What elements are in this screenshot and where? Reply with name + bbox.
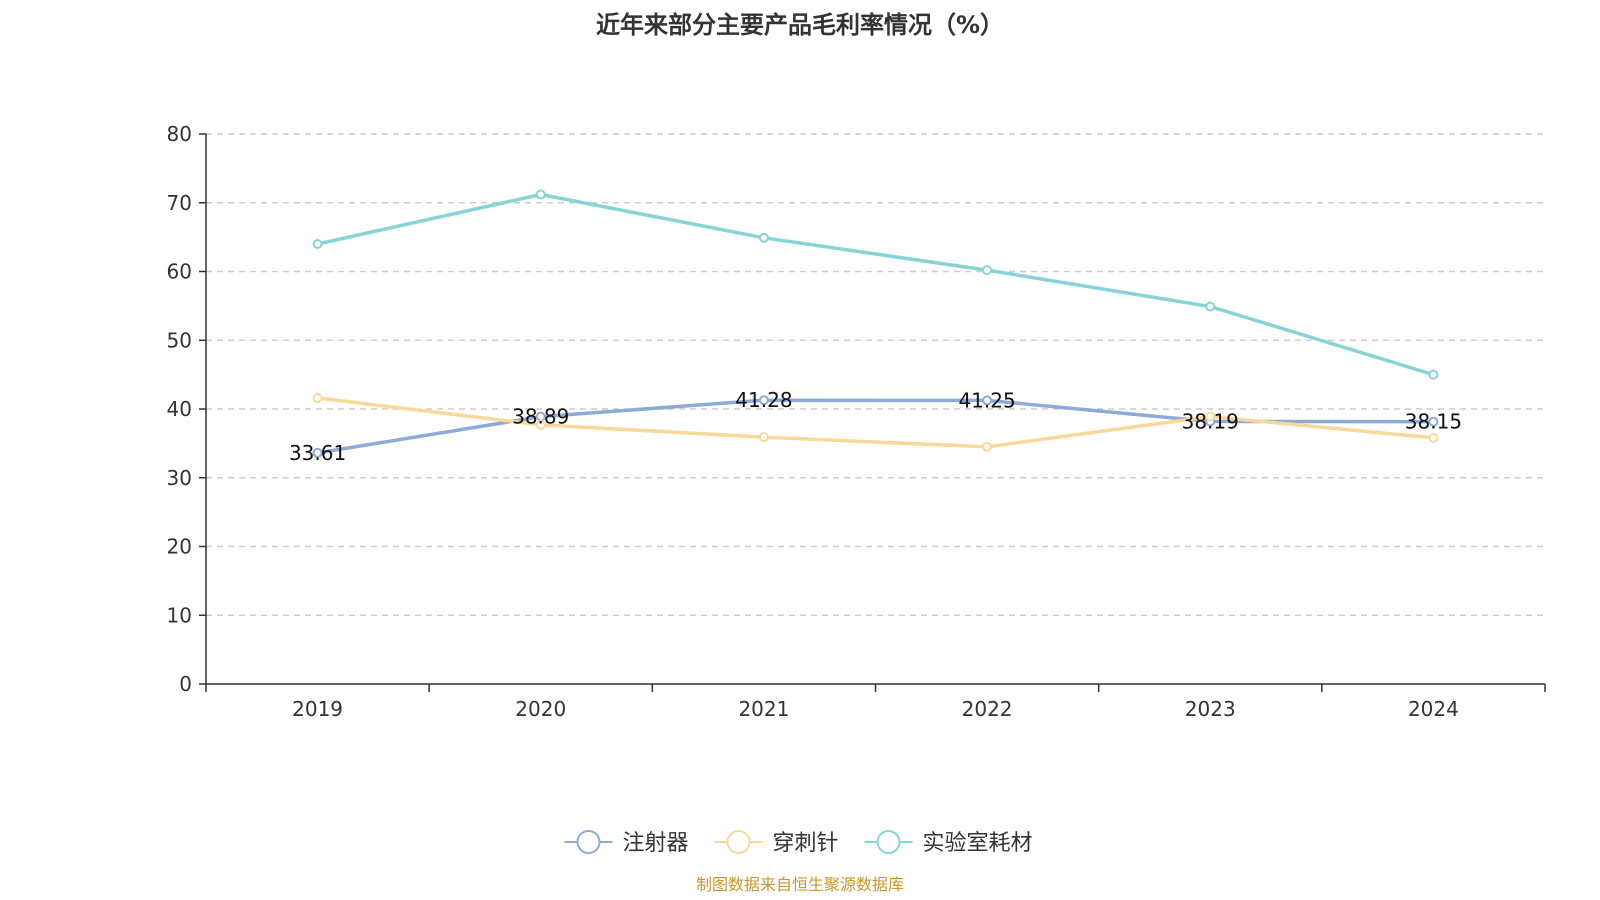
data-labels: 33.61 38.89 41.28 41.25 38.19 38.15 <box>289 388 1462 465</box>
data-point <box>312 447 323 458</box>
x-tick-label: 2019 <box>292 697 343 721</box>
data-point <box>1205 411 1216 422</box>
legend: 注射器 穿刺针 实验室耗材 <box>564 830 1033 856</box>
data-point <box>758 232 769 243</box>
y-tick-label: 30 <box>167 466 192 490</box>
data-label: 41.25 <box>958 388 1015 412</box>
legend-marker-icon <box>576 830 601 854</box>
data-label: 38.89 <box>512 405 569 429</box>
data-point <box>535 189 546 200</box>
axes: 0 10 20 30 40 50 60 70 80 2019 2020 2021 2022 2023 202… <box>167 122 1546 721</box>
y-tick-label: 20 <box>167 535 192 559</box>
legend-label-0: 注射器 <box>623 831 689 856</box>
data-point <box>982 395 993 406</box>
series-line-2 <box>317 192 1434 377</box>
chart-title: 近年来部分主要产品毛利率情况（%） <box>596 11 1004 39</box>
data-label: 33.61 <box>289 441 346 465</box>
data-point <box>312 393 323 403</box>
series-line-0 <box>317 398 1434 455</box>
data-point <box>982 441 993 452</box>
grid-lines <box>206 133 1545 616</box>
legend-marker-icon <box>876 830 901 854</box>
data-label: 41.28 <box>735 388 792 412</box>
y-tick-label: 0 <box>179 672 192 696</box>
data-label: 38.19 <box>1182 409 1239 433</box>
series-line-1 <box>317 396 1434 449</box>
series-lines <box>312 189 1439 458</box>
x-tick-label: 2022 <box>962 697 1013 721</box>
x-tick-label: 2024 <box>1408 697 1459 721</box>
data-point <box>1428 416 1439 427</box>
data-point <box>1428 432 1439 443</box>
data-label: 38.15 <box>1405 410 1462 434</box>
x-tick-label: 2020 <box>515 697 566 721</box>
x-tick-label: 2021 <box>738 697 789 721</box>
legend-label-2: 实验室耗材 <box>923 831 1033 856</box>
data-point <box>312 239 323 249</box>
data-point <box>758 432 769 443</box>
y-tick-label: 70 <box>167 191 192 215</box>
y-tick-label: 80 <box>167 122 192 146</box>
y-tick-label: 40 <box>167 397 192 421</box>
y-tick-label: 60 <box>167 260 192 284</box>
source-note: 制图数据来自恒生聚源数据库 <box>696 875 904 894</box>
data-point <box>1205 301 1216 312</box>
y-tick-label: 10 <box>167 603 192 627</box>
legend-label-1: 穿刺针 <box>773 831 839 856</box>
x-tick-label: 2023 <box>1185 697 1236 721</box>
data-point <box>1428 369 1439 380</box>
data-point <box>535 419 546 430</box>
data-point <box>982 265 993 276</box>
legend-marker-icon <box>726 830 751 854</box>
data-point <box>758 395 769 406</box>
y-tick-label: 50 <box>167 328 192 352</box>
